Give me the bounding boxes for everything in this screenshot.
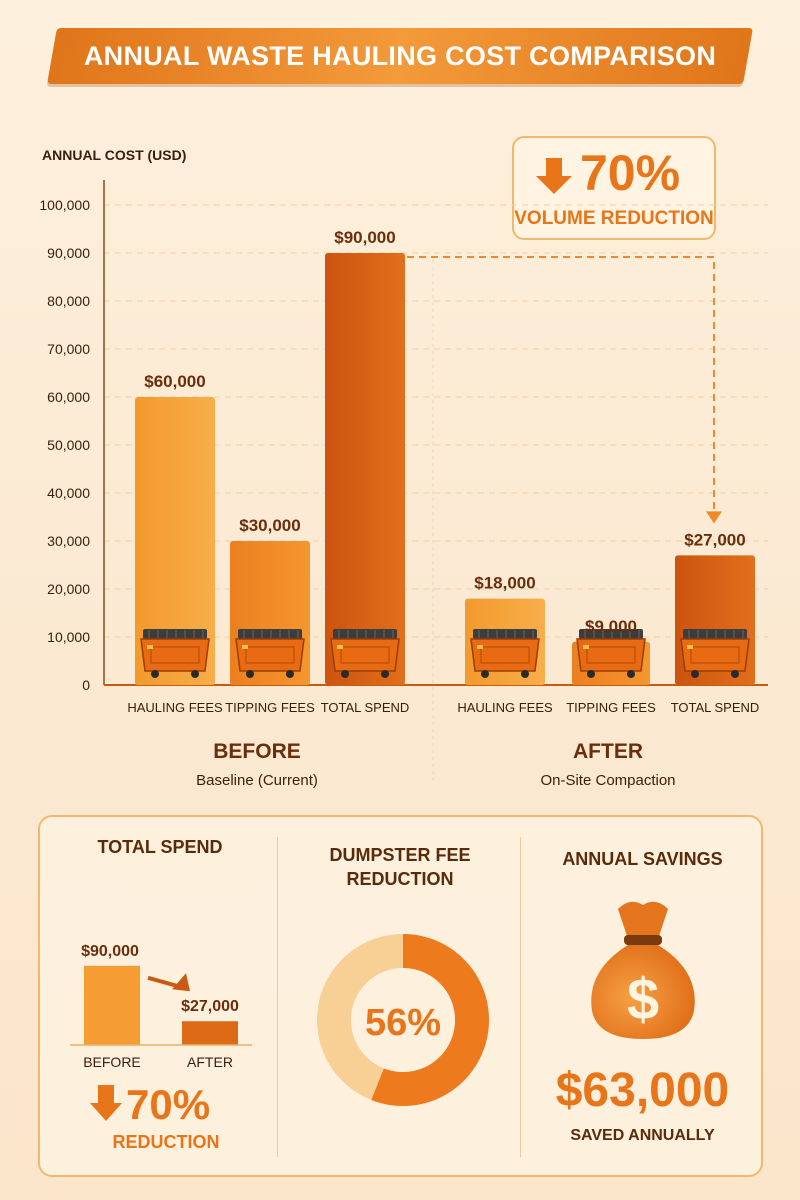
volume-reduction-callout: 70% VOLUME REDUCTION — [512, 136, 716, 240]
y-tick-label: 70,000 — [47, 341, 90, 357]
total-spend-title: TOTAL SPEND — [97, 837, 223, 857]
mini-reduction-value: 70% — [126, 1081, 210, 1128]
dumpster-icon — [576, 629, 646, 678]
dumpster-donut-chart: 56% — [317, 934, 489, 1106]
y-tick-label: 100,000 — [39, 197, 90, 213]
mini-arrowhead — [172, 973, 190, 992]
group-subtitle-label: On-Site Compaction — [540, 772, 675, 789]
chart-title: ANNUAL WASTE HAULING COST COMPARISON — [83, 41, 717, 71]
y-tick-label: 20,000 — [47, 581, 90, 597]
y-tick-label: 30,000 — [47, 533, 90, 549]
x-category-label: HAULING FEES — [457, 700, 553, 715]
mini-after-value: $27,000 — [181, 998, 239, 1015]
bar — [135, 397, 215, 685]
bar-value-label: $60,000 — [144, 372, 205, 391]
y-tick-label: 80,000 — [47, 293, 90, 309]
dumpster-icon — [235, 629, 305, 678]
x-category-label: TIPPING FEES — [225, 700, 315, 715]
y-axis-label: ANNUAL COST (USD) — [42, 147, 186, 163]
mini-before-cat: BEFORE — [83, 1054, 141, 1070]
svg-text:$: $ — [627, 967, 659, 1032]
group-name-label: AFTER — [573, 740, 643, 763]
y-tick-label: 40,000 — [47, 485, 90, 501]
savings-title: ANNUAL SAVINGS — [562, 849, 723, 869]
dumpster-title-line2: REDUCTION — [346, 869, 454, 889]
y-tick-label: 50,000 — [47, 437, 90, 453]
mini-reduction-text: REDUCTION — [113, 1132, 220, 1152]
panel-divider — [277, 837, 278, 1157]
group-subtitle-label: Baseline (Current) — [196, 772, 318, 789]
dumpster-icon — [470, 629, 540, 678]
panel-divider — [520, 837, 521, 1157]
reduction-connector — [407, 256, 715, 514]
y-tick-label: 60,000 — [47, 389, 90, 405]
y-tick-label: 90,000 — [47, 245, 90, 261]
savings-amount: $63,000 — [555, 1064, 730, 1117]
volume-reduction-value: 70% — [580, 145, 681, 201]
dumpster-icon — [680, 629, 750, 678]
bar-value-label: $9,000 — [585, 617, 637, 636]
mini-after-cat: AFTER — [187, 1054, 233, 1070]
donut-hole — [351, 968, 455, 1072]
bar-value-label: $27,000 — [684, 530, 745, 549]
donut-reduction-segment — [371, 934, 489, 1106]
savings-caption: SAVED ANNUALLY — [570, 1127, 715, 1144]
x-category-label: TIPPING FEES — [566, 700, 656, 715]
volume-reduction-text: VOLUME REDUCTION — [514, 208, 714, 229]
y-tick-label: 0 — [82, 677, 90, 693]
money-bag-icon: $ — [578, 893, 708, 1048]
connector-arrowhead — [706, 511, 722, 524]
dumpster-title: DUMPSTER FEE REDUCTION — [290, 843, 510, 891]
mini-before-value: $90,000 — [81, 943, 139, 960]
cost-bar-chart: ANNUAL COST (USD) 0 10,000 20,000 30,000 40,… — [39, 147, 768, 789]
dumpster-icon — [140, 629, 210, 678]
mini-bar-after — [182, 1021, 238, 1045]
bar — [325, 253, 405, 685]
x-category-label: TOTAL SPEND — [321, 700, 410, 715]
total-spend-mini-chart: $90,000 $27,000 BEFORE AFTER 70% REDUCTION — [70, 943, 252, 1152]
bar-value-label: $30,000 — [239, 516, 300, 535]
bar-value-label: $90,000 — [334, 228, 395, 247]
y-tick-label: 10,000 — [47, 629, 90, 645]
dumpster-title-line1: DUMPSTER FEE — [329, 845, 471, 865]
summary-panel: TOTAL SPEND $90,000 $27,000 BEFORE AFTER 70%… — [38, 815, 763, 1177]
donut-percent-label: 56% — [365, 1002, 441, 1044]
x-category-label: TOTAL SPEND — [671, 700, 760, 715]
down-arrow-icon — [90, 1085, 122, 1121]
group-name-label: BEFORE — [213, 740, 301, 763]
mini-bar-before — [84, 965, 140, 1045]
bar-value-label: $18,000 — [474, 574, 535, 593]
dumpster-icon — [330, 629, 400, 678]
down-arrow-icon — [534, 156, 574, 201]
x-category-label: HAULING FEES — [127, 700, 223, 715]
